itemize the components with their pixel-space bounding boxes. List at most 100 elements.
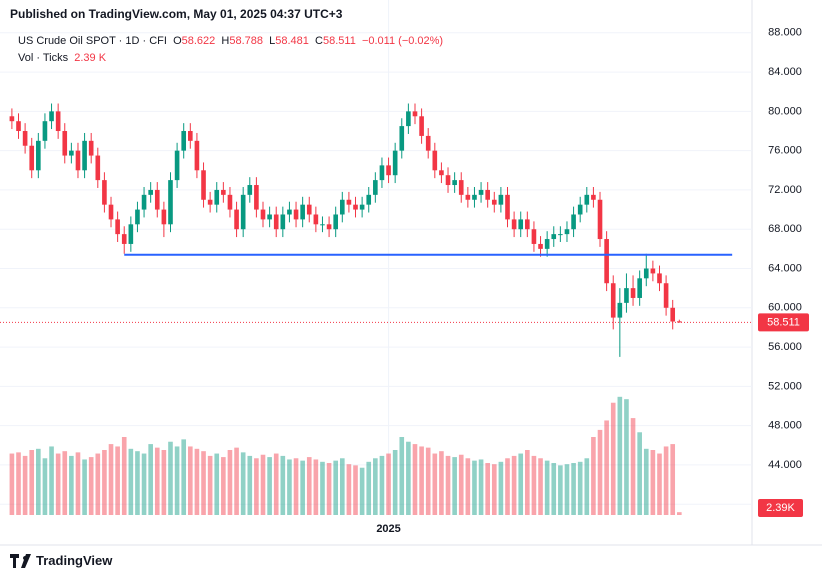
candle-body <box>254 185 259 210</box>
volume-bar <box>181 439 187 515</box>
candle-body <box>676 321 682 323</box>
y-tick-label: 52.000 <box>768 380 802 392</box>
x-tick-label: 2025 <box>376 523 400 535</box>
ohlc-legend: US Crude Oil SPOT · 1D · CFI O58.622 H58… <box>18 35 443 47</box>
candle-body <box>247 185 253 195</box>
candle-body <box>538 243 543 249</box>
volume-bar <box>115 446 120 515</box>
candle-body <box>657 273 662 284</box>
candle-body <box>419 116 424 136</box>
volume-bar <box>75 452 81 515</box>
volume-value: 2.39 K <box>74 52 107 64</box>
candle-body <box>597 199 603 240</box>
candle-body <box>16 121 21 132</box>
y-tick-label: 88.000 <box>768 27 802 39</box>
volume-bar <box>597 429 603 515</box>
volume-bar <box>42 458 48 515</box>
volume-bar <box>16 452 21 515</box>
candle-body <box>511 219 517 230</box>
candle-body <box>69 150 74 156</box>
candle-body <box>22 131 28 146</box>
candle-body <box>584 194 590 205</box>
volume-bar <box>273 453 279 515</box>
volume-bar <box>36 448 41 515</box>
y-tick-label: 60.000 <box>768 302 802 314</box>
candle-body <box>458 180 464 195</box>
candle-body <box>412 111 418 117</box>
open-value: 58.622 <box>181 35 216 47</box>
candle-body <box>128 224 134 244</box>
volume-bar <box>293 458 299 515</box>
candle-body <box>432 150 438 171</box>
volume-bar <box>102 450 107 515</box>
volume-bar <box>201 451 206 515</box>
volume-bar <box>445 455 451 515</box>
volume-bar <box>379 455 385 515</box>
volume-bar <box>650 450 656 515</box>
volume-bar <box>121 437 127 515</box>
volume-bar <box>478 459 484 515</box>
candle-body <box>346 199 352 205</box>
candle-body <box>577 204 583 215</box>
footer: TradingView <box>10 553 112 568</box>
volume-bar <box>386 453 391 515</box>
volume-bar <box>55 453 61 515</box>
candle-body <box>82 140 87 171</box>
volume-bar <box>564 464 570 515</box>
candle-body <box>564 229 570 235</box>
published-note: Published on TradingView.com, May 01, 20… <box>10 7 343 21</box>
candle-body <box>637 278 642 298</box>
volume-bar <box>88 457 94 515</box>
volume-bar <box>161 450 167 515</box>
close-prefix: C <box>315 35 323 47</box>
volume-title[interactable]: Vol · Ticks <box>18 52 69 64</box>
candle-body <box>353 204 358 210</box>
volume-bar <box>392 450 398 515</box>
volume-bar <box>604 420 609 515</box>
volume-bar <box>525 450 530 515</box>
volume-bar <box>584 458 590 515</box>
candle-body <box>214 189 220 205</box>
candle-body <box>306 204 312 215</box>
candle-body <box>141 194 147 210</box>
candle-body <box>491 199 497 205</box>
volume-bar <box>518 453 524 515</box>
low-value: 58.481 <box>275 35 309 47</box>
candle-body <box>591 194 596 200</box>
volume-bar <box>472 460 477 515</box>
y-tick-label: 72.000 <box>768 184 802 196</box>
candle-body <box>320 224 325 226</box>
volume-bar <box>339 458 345 515</box>
volume-bar <box>326 463 332 515</box>
volume-bar <box>82 459 87 515</box>
volume-bar <box>240 452 246 515</box>
candle-body <box>544 239 550 249</box>
candle-body <box>551 234 557 240</box>
volume-bar <box>128 448 134 515</box>
candle-body <box>115 219 120 235</box>
volume-bar <box>154 447 160 515</box>
last-price-box <box>758 313 809 332</box>
symbol[interactable]: US Crude Oil SPOT · 1D · CFI <box>18 35 167 47</box>
candle-body <box>624 288 629 303</box>
candle-body <box>333 214 339 230</box>
candle-body <box>339 199 345 215</box>
candle-body <box>194 140 200 171</box>
candle-body <box>663 283 669 308</box>
candle-body <box>260 209 266 220</box>
volume-bar <box>406 441 411 515</box>
candle-body <box>610 283 616 318</box>
volume-bar <box>511 455 517 515</box>
volume-bar <box>498 461 504 515</box>
volume-bar <box>108 444 114 515</box>
volume-bar <box>346 464 352 515</box>
volume-bar <box>22 455 28 515</box>
volume-bar <box>320 461 325 515</box>
y-tick-label: 48.000 <box>768 420 802 432</box>
candle-body <box>75 150 81 171</box>
open-prefix: O <box>173 35 182 47</box>
low-prefix: L <box>269 35 276 47</box>
volume-bar <box>491 464 497 515</box>
